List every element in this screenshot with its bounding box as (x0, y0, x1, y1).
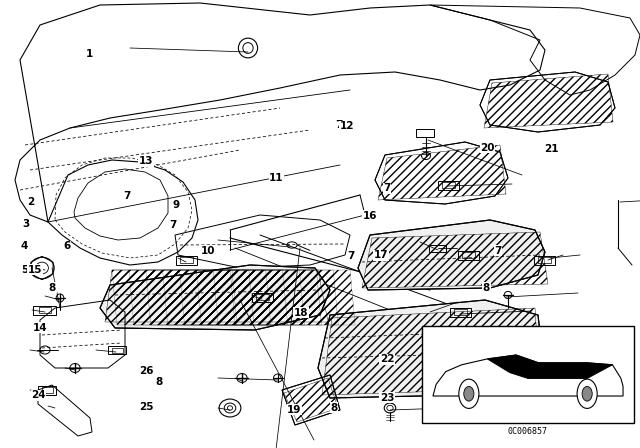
Bar (429, 245, 445, 252)
Bar (454, 309, 467, 315)
Bar (108, 346, 125, 354)
Polygon shape (358, 220, 545, 290)
Text: 24: 24 (31, 390, 45, 400)
Bar (458, 251, 479, 260)
Text: 7: 7 (347, 251, 355, 261)
Text: 7: 7 (383, 183, 391, 193)
Ellipse shape (459, 379, 479, 409)
Text: 10: 10 (201, 246, 215, 256)
Text: 8: 8 (49, 283, 56, 293)
Text: 22: 22 (380, 354, 394, 364)
Bar (33, 306, 56, 315)
Text: 2: 2 (27, 198, 35, 207)
Ellipse shape (464, 387, 474, 401)
Bar (438, 181, 459, 190)
Bar (180, 257, 193, 263)
Text: 8: 8 (483, 283, 490, 293)
Text: 26: 26 (139, 366, 153, 376)
Bar (252, 293, 273, 302)
Bar (111, 348, 123, 353)
Polygon shape (488, 355, 612, 379)
Text: 5: 5 (20, 265, 28, 275)
Text: 8: 8 (330, 403, 338, 413)
Text: 13: 13 (139, 156, 153, 166)
Text: 3: 3 (22, 219, 29, 229)
Bar (256, 294, 269, 300)
Text: 20: 20 (481, 143, 495, 153)
Text: 7: 7 (335, 121, 343, 130)
Bar (38, 386, 56, 396)
Text: 6: 6 (63, 241, 71, 251)
Text: 12: 12 (340, 121, 354, 131)
Bar (442, 182, 455, 188)
Text: 23: 23 (380, 393, 394, 403)
Text: 7: 7 (169, 220, 177, 230)
Bar (177, 256, 197, 265)
Text: 7: 7 (494, 246, 502, 256)
Text: 1: 1 (86, 49, 93, 59)
Text: 21: 21 (545, 144, 559, 154)
Text: 15: 15 (28, 265, 42, 275)
Text: 4: 4 (20, 241, 28, 251)
Text: 9: 9 (172, 200, 180, 210)
Bar (38, 307, 51, 313)
Bar (422, 326, 634, 423)
Text: 11: 11 (269, 173, 284, 183)
Polygon shape (100, 265, 330, 330)
Bar (451, 308, 471, 317)
Bar (538, 257, 551, 263)
Text: 25: 25 (139, 402, 153, 412)
Text: 14: 14 (33, 323, 47, 333)
Bar (534, 256, 555, 265)
Bar (42, 388, 53, 393)
Bar (417, 129, 435, 137)
Text: 0C006857: 0C006857 (508, 427, 548, 436)
Ellipse shape (582, 387, 592, 401)
Bar (462, 252, 475, 258)
Ellipse shape (577, 379, 597, 409)
Text: 7: 7 (123, 191, 131, 201)
Text: 19: 19 (287, 405, 301, 415)
Text: 17: 17 (374, 250, 388, 260)
Text: 18: 18 (294, 308, 308, 318)
Polygon shape (318, 300, 542, 398)
Text: 16: 16 (363, 211, 377, 221)
Text: 8: 8 (155, 377, 163, 387)
